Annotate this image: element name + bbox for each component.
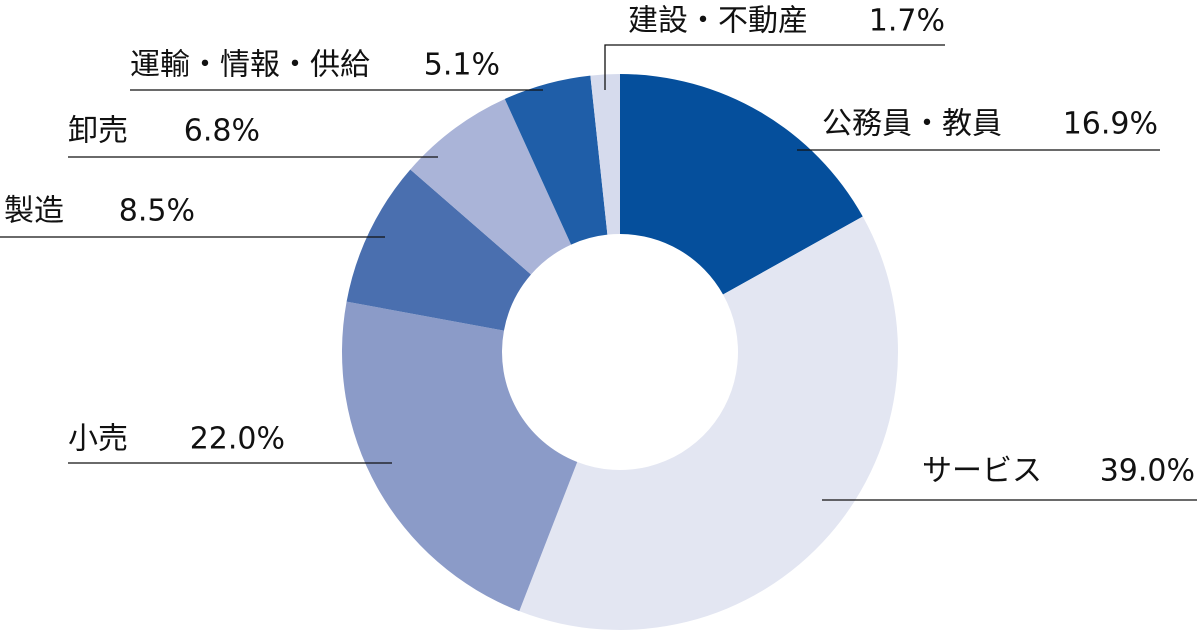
value-label: 39.0%	[1100, 454, 1195, 489]
donut-slice	[519, 216, 899, 631]
donut-slice	[590, 74, 620, 235]
slice-label: 公務員・教員	[822, 107, 1002, 142]
value-label: 8.5%	[119, 194, 195, 229]
slice-label: サービス	[922, 454, 1042, 489]
value-label: 1.7%	[869, 4, 945, 39]
value-label: 6.8%	[184, 114, 260, 149]
donut-slice	[346, 169, 531, 331]
leader-line	[604, 44, 945, 90]
slice-label: 運輸・情報・供給	[130, 48, 370, 83]
slice-label: 製造	[4, 194, 64, 229]
value-label: 22.0%	[190, 422, 285, 457]
donut-slice	[410, 98, 572, 275]
donut-slice	[620, 74, 863, 295]
slice-label: 小売	[68, 422, 128, 457]
donut-slice	[504, 75, 608, 245]
value-label: 5.1%	[424, 48, 500, 83]
value-label: 16.9%	[1063, 107, 1158, 142]
slice-label: 卸売	[68, 114, 128, 149]
donut-slice	[341, 301, 578, 612]
slice-label: 建設・不動産	[628, 4, 808, 39]
